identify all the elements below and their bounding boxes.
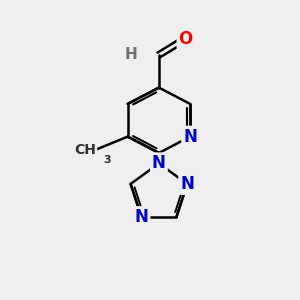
Text: N: N <box>134 208 148 226</box>
Text: O: O <box>178 29 193 47</box>
Text: H: H <box>124 47 137 62</box>
Text: N: N <box>183 128 197 146</box>
Text: CH: CH <box>75 143 97 157</box>
Text: N: N <box>180 175 194 193</box>
Text: N: N <box>152 154 166 172</box>
Text: 3: 3 <box>104 155 111 165</box>
